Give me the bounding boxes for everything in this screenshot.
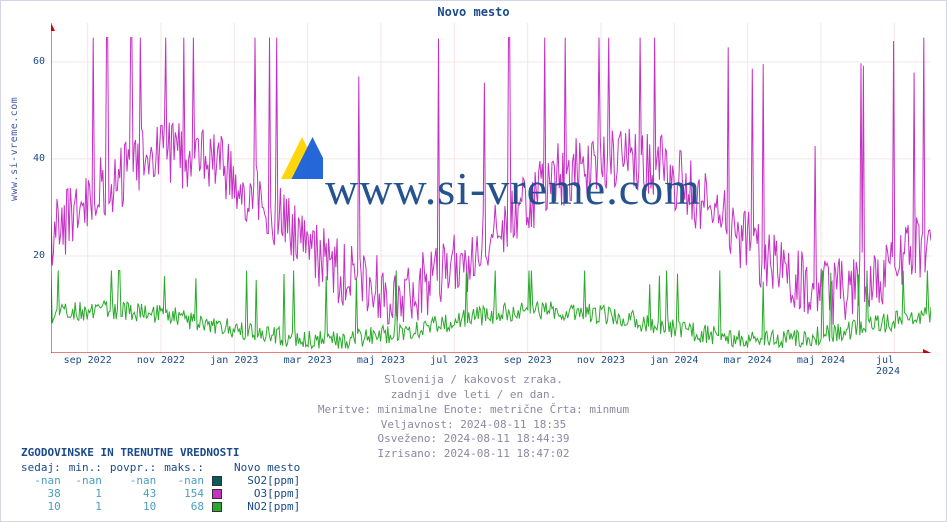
x-tick: sep 2022 — [64, 355, 112, 366]
stat-avg: 10 — [110, 500, 164, 513]
stat-max: -nan — [164, 474, 212, 487]
meta-line: Osveženo: 2024-08-11 18:44:39 — [1, 432, 946, 447]
stats-title: ZGODOVINSKE IN TRENUTNE VREDNOSTI — [21, 446, 308, 459]
col-max: maks.: — [164, 461, 212, 474]
meta-line: Veljavnost: 2024-08-11 18:35 — [1, 418, 946, 433]
x-tick: jan 2024 — [650, 355, 698, 366]
y-tick: 40 — [33, 153, 45, 164]
chart-title: Novo mesto — [1, 5, 946, 19]
stat-min: 1 — [69, 500, 110, 513]
stat-now: 38 — [21, 487, 69, 500]
legend-swatch-cell — [212, 500, 234, 513]
col-avg: povpr.: — [110, 461, 164, 474]
stats-table: sedaj: min.: povpr.: maks.: Novo mesto -… — [21, 461, 308, 513]
legend-swatch-cell — [212, 487, 234, 500]
stat-now: -nan — [21, 474, 69, 487]
stat-now: 10 — [21, 500, 69, 513]
legend-label: NO2[ppm] — [234, 500, 308, 513]
x-tick: jul 2023 — [430, 355, 478, 366]
table-row: 38143154 O3[ppm] — [21, 487, 308, 500]
meta-line: Meritve: minimalne Enote: metrične Črta:… — [1, 403, 946, 418]
y-tick-labels: 20 40 60 — [1, 23, 49, 353]
x-tick: nov 2023 — [577, 355, 625, 366]
meta-line: Slovenija / kakovost zraka. — [1, 373, 946, 388]
x-tick-labels: sep 2022 nov 2022 jan 2023 mar 2023 maj 2023… — [51, 355, 931, 371]
legend-swatch-cell — [212, 474, 234, 487]
x-tick: sep 2023 — [504, 355, 552, 366]
legend-swatch — [212, 476, 222, 486]
legend-swatch — [212, 489, 222, 499]
x-tick: jan 2023 — [210, 355, 258, 366]
y-tick: 20 — [33, 250, 45, 261]
x-tick: maj 2024 — [797, 355, 845, 366]
stat-max: 154 — [164, 487, 212, 500]
table-row: 1011068NO2[ppm] — [21, 500, 308, 513]
legend-swatch — [212, 502, 222, 512]
meta-line: zadnji dve leti / en dan. — [1, 388, 946, 403]
col-station: Novo mesto — [234, 461, 308, 474]
chart-canvas — [51, 23, 931, 353]
x-tick: nov 2022 — [137, 355, 185, 366]
table-row: -nan-nan-nan-nanSO2[ppm] — [21, 474, 308, 487]
stat-min: 1 — [69, 487, 110, 500]
x-tick: mar 2023 — [284, 355, 332, 366]
col-now: sedaj: — [21, 461, 69, 474]
legend-label: SO2[ppm] — [234, 474, 308, 487]
x-tick: maj 2023 — [357, 355, 405, 366]
stat-avg: 43 — [110, 487, 164, 500]
x-tick: mar 2024 — [724, 355, 772, 366]
stats-header-row: sedaj: min.: povpr.: maks.: Novo mesto — [21, 461, 308, 474]
col-min: min.: — [69, 461, 110, 474]
stat-avg: -nan — [110, 474, 164, 487]
stat-min: -nan — [69, 474, 110, 487]
legend-label: O3[ppm] — [234, 487, 308, 500]
stats-block: ZGODOVINSKE IN TRENUTNE VREDNOSTI sedaj:… — [21, 446, 308, 513]
stat-max: 68 — [164, 500, 212, 513]
y-tick: 60 — [33, 56, 45, 67]
